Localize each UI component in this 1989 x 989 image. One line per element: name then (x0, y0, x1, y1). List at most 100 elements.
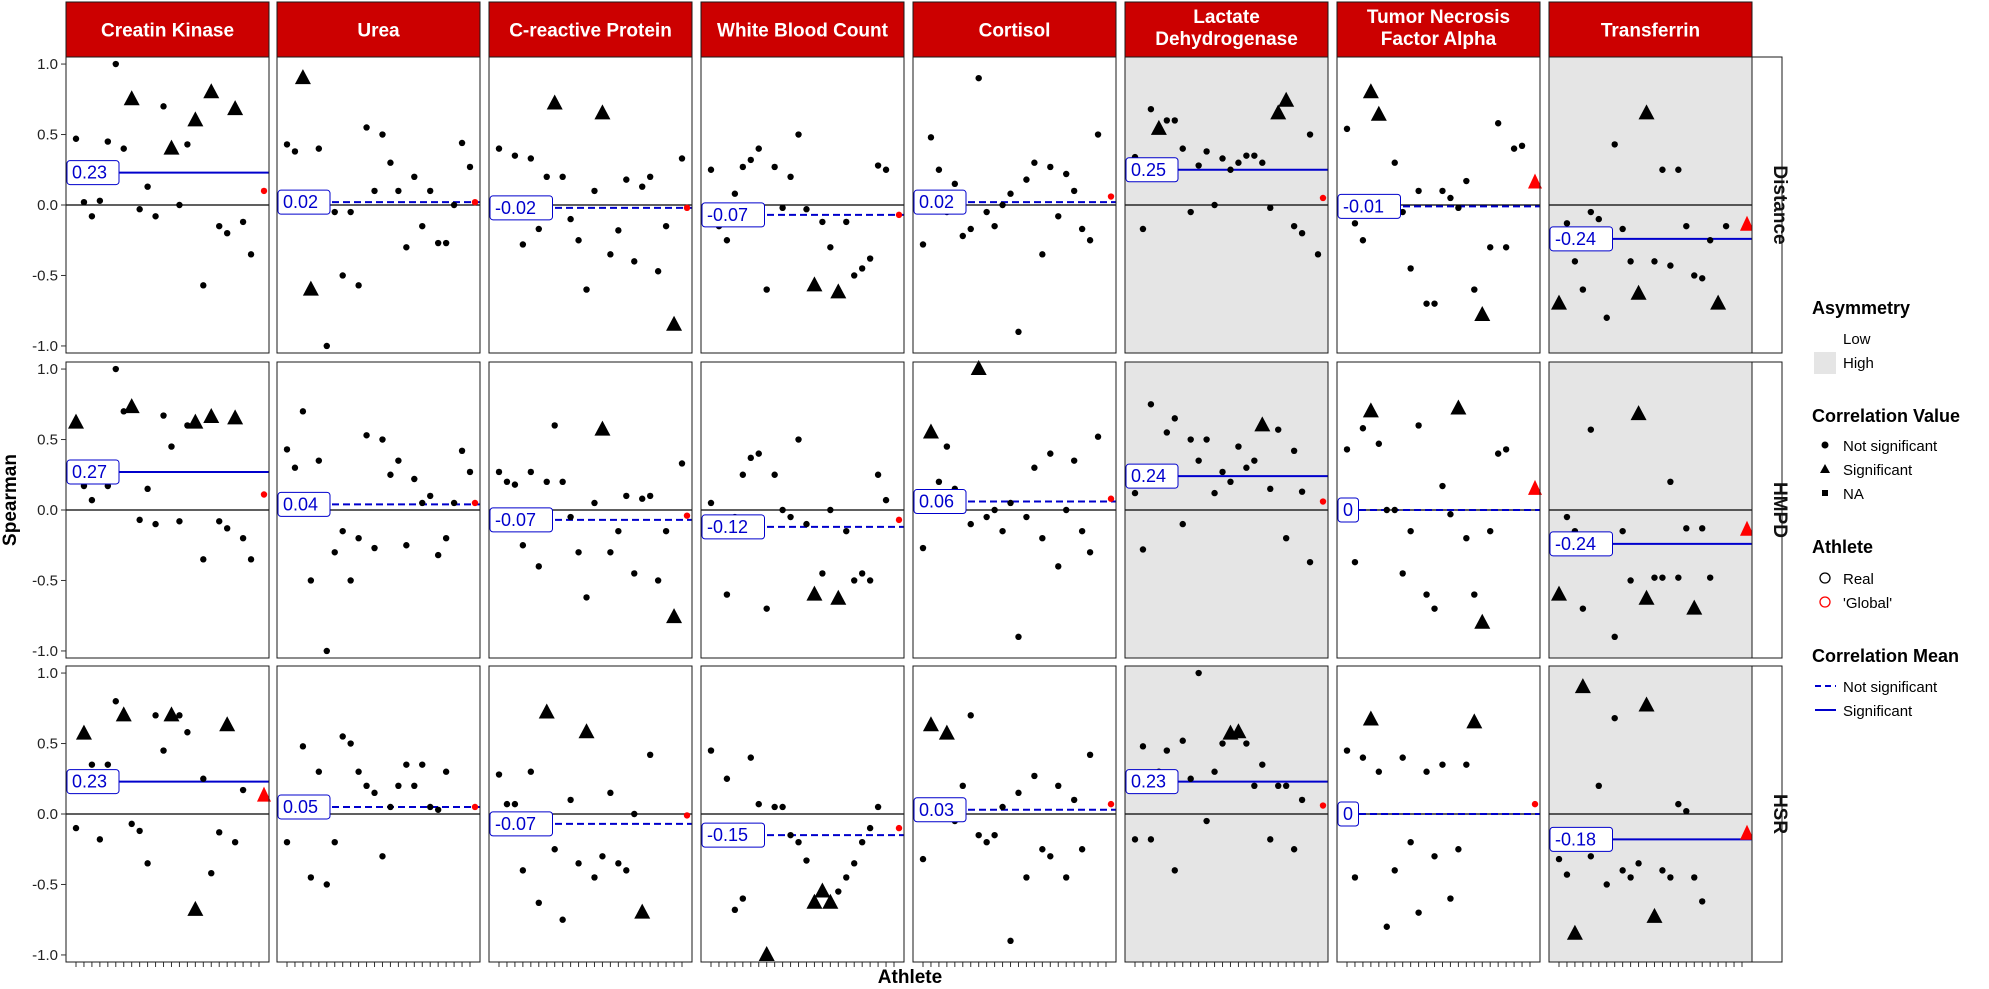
data-point (1078, 225, 1086, 233)
mean-label: -0.07 (495, 814, 536, 834)
data-point (1298, 488, 1306, 495)
data-point (1563, 513, 1571, 521)
panel-border (912, 665, 1117, 963)
data-point (1415, 422, 1422, 429)
mean-label: -0.15 (707, 825, 748, 845)
mean-label: -0.02 (495, 198, 536, 218)
panel-lactate-dehydrogenase-hsr: 0.23 (1124, 665, 1329, 967)
global-point (1107, 193, 1115, 200)
data-point (104, 138, 112, 145)
panel-tumor-necrosis-factor-alpha-hsr: 0 (1336, 665, 1541, 967)
panel-urea-hmpd: 0.04 (276, 361, 481, 659)
data-point (615, 527, 622, 535)
mean-label-box (1125, 157, 1179, 183)
data-point (1667, 478, 1674, 486)
data-point (747, 754, 754, 761)
y-tick-label: 0.5 (37, 432, 58, 449)
data-point (959, 232, 966, 240)
data-point (1423, 300, 1430, 307)
data-point (1391, 867, 1398, 874)
data-point (355, 534, 362, 542)
data-point (1471, 286, 1478, 293)
data-point (623, 176, 630, 183)
data-point (96, 197, 104, 204)
panel-white-blood-count-hmpd: -0.12 (700, 361, 905, 659)
significant-point (1686, 599, 1703, 615)
data-point (591, 499, 598, 507)
data-point (646, 751, 654, 758)
strip-label: Lactate Dehydrogenase (1155, 7, 1298, 50)
row-strip-hmpd: HMPD (1751, 361, 1790, 659)
data-point (959, 782, 966, 790)
data-point (72, 135, 80, 142)
data-point (1675, 166, 1682, 173)
significant-point (1646, 907, 1663, 923)
data-point (951, 180, 959, 188)
row-strip-background (1751, 665, 1783, 963)
data-point (1667, 874, 1674, 881)
data-point (1251, 457, 1258, 464)
data-point (1659, 867, 1666, 874)
data-point (136, 206, 143, 213)
data-point (503, 800, 511, 808)
panel-border (1336, 361, 1541, 659)
significant-point (806, 585, 823, 601)
data-point (1163, 429, 1171, 436)
data-point (88, 213, 96, 220)
data-point (1275, 782, 1282, 790)
data-point (80, 198, 88, 206)
significant-point (203, 407, 220, 423)
global-point (1531, 800, 1539, 808)
mean-label-box (913, 489, 967, 515)
data-point (419, 499, 426, 507)
panel-transferrin-hmpd: -0.24 (1548, 361, 1754, 659)
significant-point (1150, 119, 1167, 135)
data-point (779, 803, 786, 811)
mean-label-box (1125, 769, 1179, 795)
data-point (1251, 782, 1258, 790)
panel-border (700, 665, 905, 963)
panel-border (276, 361, 481, 659)
data-point (347, 208, 354, 216)
data-point (450, 499, 458, 507)
data-point (559, 478, 566, 486)
panel-cortisol-hsr: 0.03 (912, 665, 1117, 967)
data-point (919, 544, 927, 552)
data-point (631, 810, 638, 818)
strip-label: Creatin Kinase (101, 21, 234, 42)
data-point (411, 782, 418, 790)
y-tick-label: -0.5 (32, 876, 58, 893)
mean-label: -0.18 (1555, 829, 1596, 849)
data-point (339, 733, 346, 740)
data-point (315, 457, 323, 464)
data-point (1211, 768, 1218, 775)
mean-label-box (66, 459, 120, 485)
legend-correlation-value-title: Correlation Value (1812, 406, 1960, 426)
data-point (739, 895, 747, 902)
mean-label: 0.05 (283, 797, 318, 817)
global-significant-point (1528, 173, 1542, 189)
data-point (723, 591, 731, 598)
strip-c-reactive-protein: C-reactive Protein (488, 1, 693, 58)
data-point (1055, 563, 1062, 570)
data-point (1691, 874, 1698, 881)
data-point (975, 74, 982, 82)
y-tick-label: 0.0 (37, 197, 58, 214)
strip-label: Tumor Necrosis Factor Alpha (1367, 7, 1510, 50)
global-point (1107, 800, 1115, 808)
data-point (1086, 237, 1094, 244)
data-point (1290, 846, 1298, 853)
data-point (1070, 457, 1078, 464)
data-point (511, 800, 519, 808)
data-point (1611, 141, 1618, 148)
data-point (1203, 148, 1210, 155)
data-point (999, 803, 1006, 811)
data-point (654, 268, 662, 275)
significant-point (1254, 416, 1271, 432)
data-point (858, 265, 866, 272)
data-point (1219, 155, 1226, 162)
global-point (895, 211, 903, 219)
data-point (983, 838, 990, 846)
data-point (1203, 817, 1210, 825)
data-point (1023, 176, 1030, 183)
